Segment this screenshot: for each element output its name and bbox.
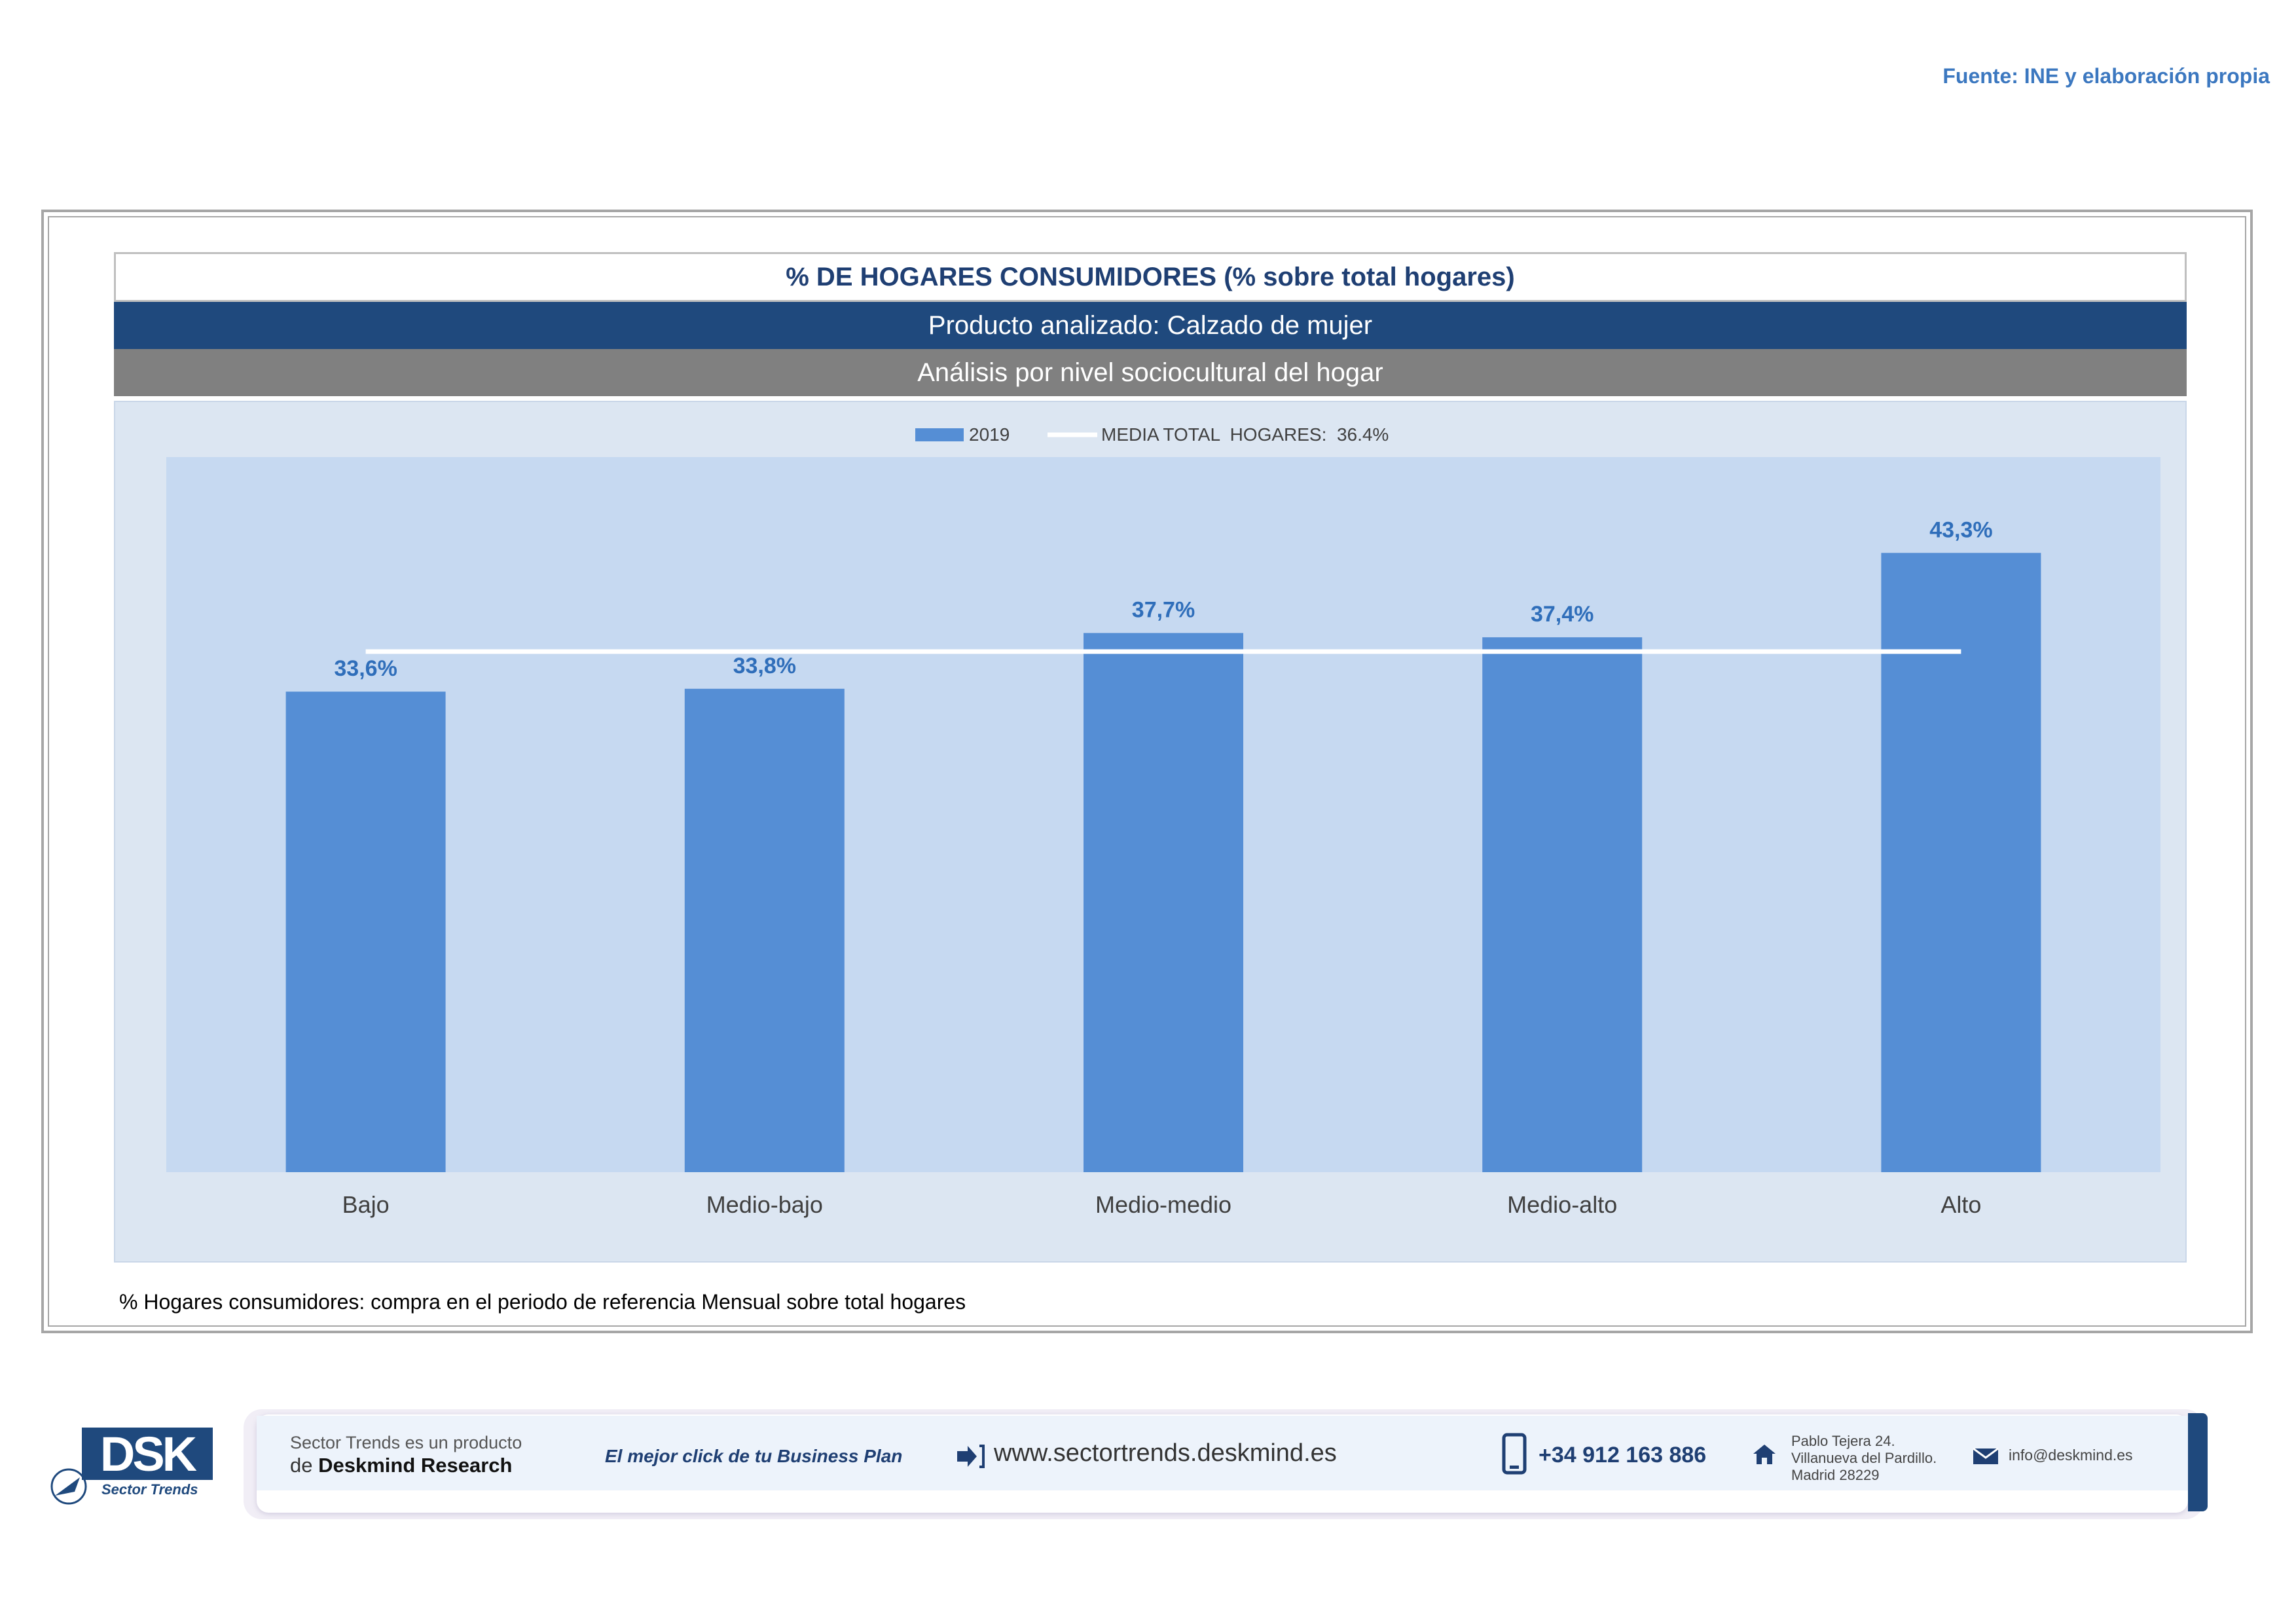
address-line: Villanueva del Pardillo. <box>1791 1450 1937 1466</box>
logo-text: DSK <box>82 1427 213 1481</box>
logo-subtitle: Sector Trends <box>101 1481 198 1498</box>
product-band: Producto analizado: Calzado de mujer <box>114 302 2187 349</box>
footer-strip <box>257 1416 2188 1490</box>
data-label: 33,6% <box>334 656 397 681</box>
category-label: Medio-alto <box>1507 1191 1617 1218</box>
report-frame <box>41 210 2253 1333</box>
footer-email[interactable]: info@deskmind.es <box>2009 1447 2133 1464</box>
mail-icon <box>1973 1447 1999 1464</box>
bar-medio-alto <box>1482 637 1643 1172</box>
footer-accent <box>2188 1413 2208 1511</box>
data-label: 37,7% <box>1132 598 1195 623</box>
bar-alto <box>1881 553 2041 1172</box>
home-icon <box>1753 1445 1776 1464</box>
category-label: Medio-bajo <box>706 1191 823 1218</box>
footer-brand-line: de Deskmind Research <box>290 1454 512 1477</box>
footer-brand-prefix: de <box>290 1454 313 1477</box>
arrow-right-icon <box>957 1445 985 1468</box>
report-inner-frame <box>48 216 2246 1327</box>
data-label: 37,4% <box>1531 602 1594 627</box>
analysis-band: Análisis por nivel sociocultural del hog… <box>114 349 2187 396</box>
bar-chart: 33,6% Bajo 33,8% Medio-bajo 37,7% Medio-medio… <box>166 424 2160 1218</box>
footer-slogan: El mejor click de tu Business Plan <box>605 1446 903 1466</box>
bar-medio-medio <box>1084 633 1243 1172</box>
footer-address: Pablo Tejera 24. Villanueva del Pardillo… <box>1791 1433 1937 1484</box>
footer-phone[interactable]: +34 912 163 886 <box>1539 1443 1707 1467</box>
footnote: % Hogares consumidores: compra en el per… <box>119 1290 966 1314</box>
data-label: 33,8% <box>733 654 796 678</box>
footer-website-link[interactable]: www.sectortrends.deskmind.es <box>994 1439 1337 1467</box>
data-label: 43,3% <box>1929 517 1992 542</box>
bar-medio-bajo <box>684 688 845 1172</box>
bar-bajo <box>285 692 446 1172</box>
chart-title: % DE HOGARES CONSUMIDORES (% sobre total… <box>114 252 2187 302</box>
category-label: Medio-medio <box>1095 1191 1231 1218</box>
chart-panel: 33,6% Bajo 33,8% Medio-bajo 37,7% Medio-medio… <box>114 401 2187 1263</box>
source-note: Fuente: INE y elaboración propia <box>1942 64 2270 88</box>
footer-brand: Deskmind Research <box>318 1454 513 1477</box>
legend-label-average: MEDIA TOTAL HOGARES: 36.4% <box>1101 424 1389 445</box>
footer-tagline: Sector Trends es un producto <box>290 1433 522 1452</box>
category-label: Alto <box>1941 1191 1981 1218</box>
dsk-logo: DSK Sector Trends <box>46 1425 223 1505</box>
address-line: Pablo Tejera 24. <box>1791 1433 1895 1449</box>
address-line: Madrid 28229 <box>1791 1467 1880 1483</box>
legend-label-2019: 2019 <box>969 424 1010 445</box>
legend-swatch-2019 <box>915 428 964 441</box>
rocket-icon <box>50 1468 87 1505</box>
category-label: Bajo <box>342 1191 390 1218</box>
phone-icon <box>1502 1433 1527 1475</box>
